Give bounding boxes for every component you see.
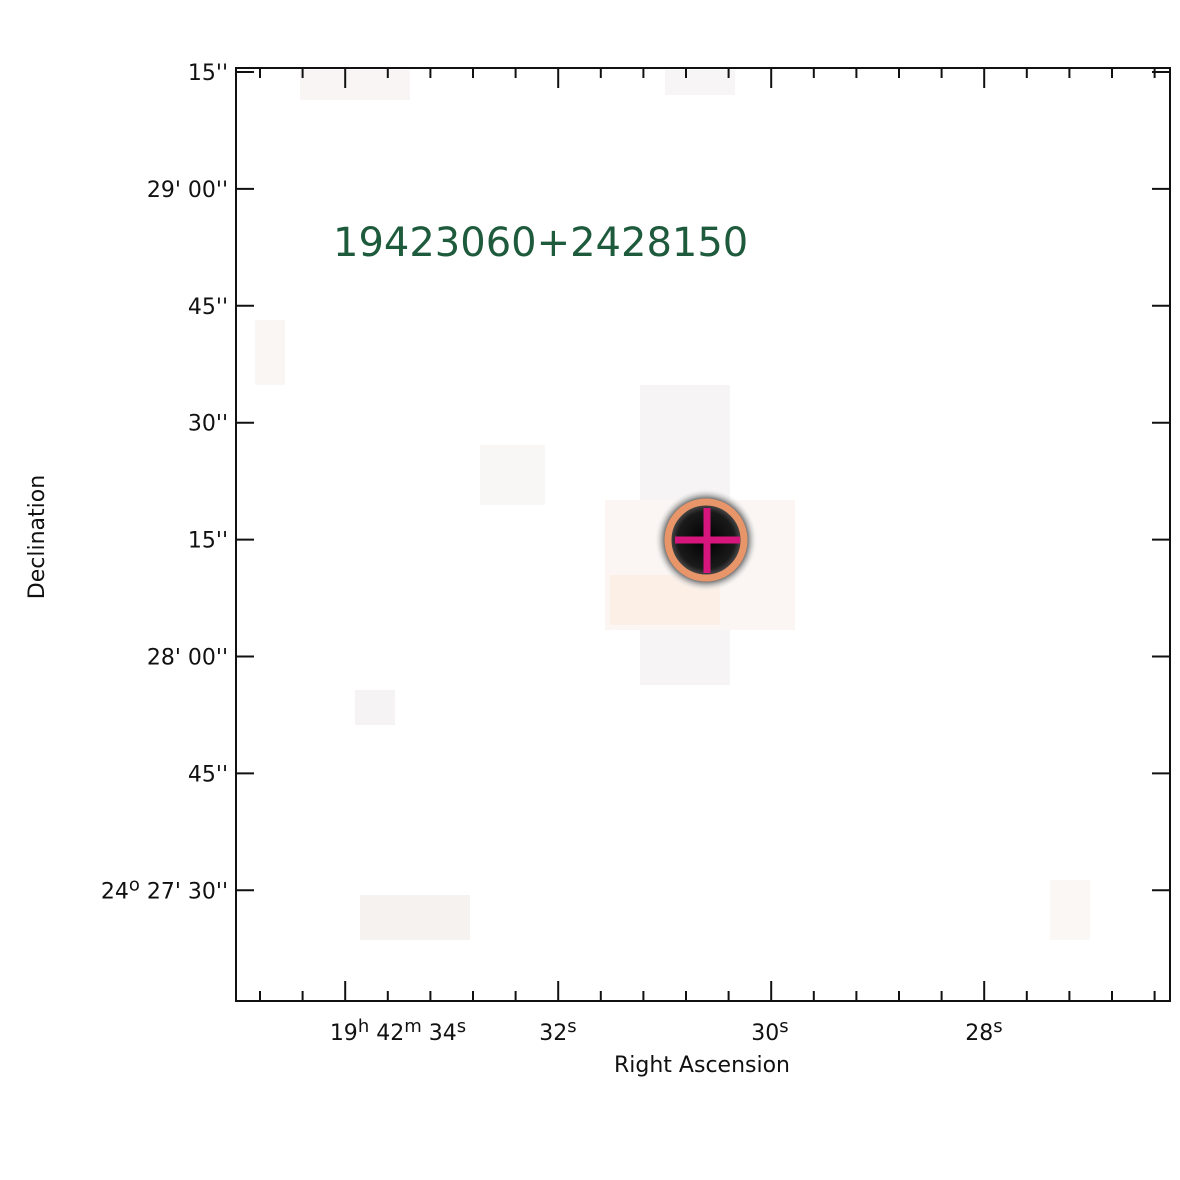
x-tick-label: 32s — [539, 1016, 576, 1046]
y-tick-label: 15'' — [188, 61, 228, 86]
label-part: s — [457, 1016, 466, 1037]
label-part: m — [404, 1016, 422, 1037]
label-part: 34 — [422, 1021, 457, 1046]
label-part: 30 — [751, 1021, 779, 1046]
label-part: s — [993, 1016, 1002, 1037]
label-part: h — [358, 1016, 369, 1037]
label-part: 24 — [101, 879, 129, 904]
y-tick-label: 30'' — [188, 412, 228, 437]
label-part: 45'' — [188, 295, 228, 320]
faint-patch — [255, 320, 285, 385]
faint-patch — [360, 895, 470, 940]
label-part: 30'' — [188, 412, 228, 437]
label-part: 28' 00'' — [147, 646, 228, 671]
y-tick-label: 24o 27' 30'' — [101, 874, 228, 904]
faint-patch — [1050, 880, 1090, 940]
x-tick-label: 19h 42m 34s — [330, 1016, 466, 1046]
x-axis-label: Right Ascension — [614, 1053, 790, 1078]
label-part: s — [567, 1016, 576, 1037]
label-part: 27' 30'' — [140, 879, 228, 904]
axis-ticks — [236, 68, 1170, 1001]
faint-patch — [665, 70, 735, 95]
label-part: 19 — [330, 1021, 358, 1046]
faint-patch — [355, 690, 395, 725]
x-tick-label: 28s — [965, 1016, 1002, 1046]
label-part: 15'' — [188, 529, 228, 554]
label-part: s — [779, 1016, 788, 1037]
y-tick-label: 15'' — [188, 529, 228, 554]
faint-patch — [300, 70, 410, 100]
label-part: o — [129, 874, 140, 895]
y-tick-label: 28' 00'' — [147, 646, 228, 671]
label-part: 15'' — [188, 61, 228, 86]
plot-frame — [235, 67, 1171, 1002]
label-part: 32 — [539, 1021, 567, 1046]
faint-patch — [480, 445, 545, 505]
y-tick-label: 29' 00'' — [147, 178, 228, 203]
y-tick-label: 45'' — [188, 762, 228, 787]
label-part: 42 — [369, 1021, 404, 1046]
x-tick-label: 30s — [751, 1016, 788, 1046]
y-axis-label: Declination — [25, 475, 50, 599]
label-part: 45'' — [188, 762, 228, 787]
sky-image — [255, 70, 1090, 940]
y-tick-label: 45'' — [188, 295, 228, 320]
target-circle — [664, 498, 748, 582]
object-name: 19423060+2428150 — [333, 220, 748, 266]
label-part: 29' 00'' — [147, 178, 228, 203]
label-part: 28 — [965, 1021, 993, 1046]
